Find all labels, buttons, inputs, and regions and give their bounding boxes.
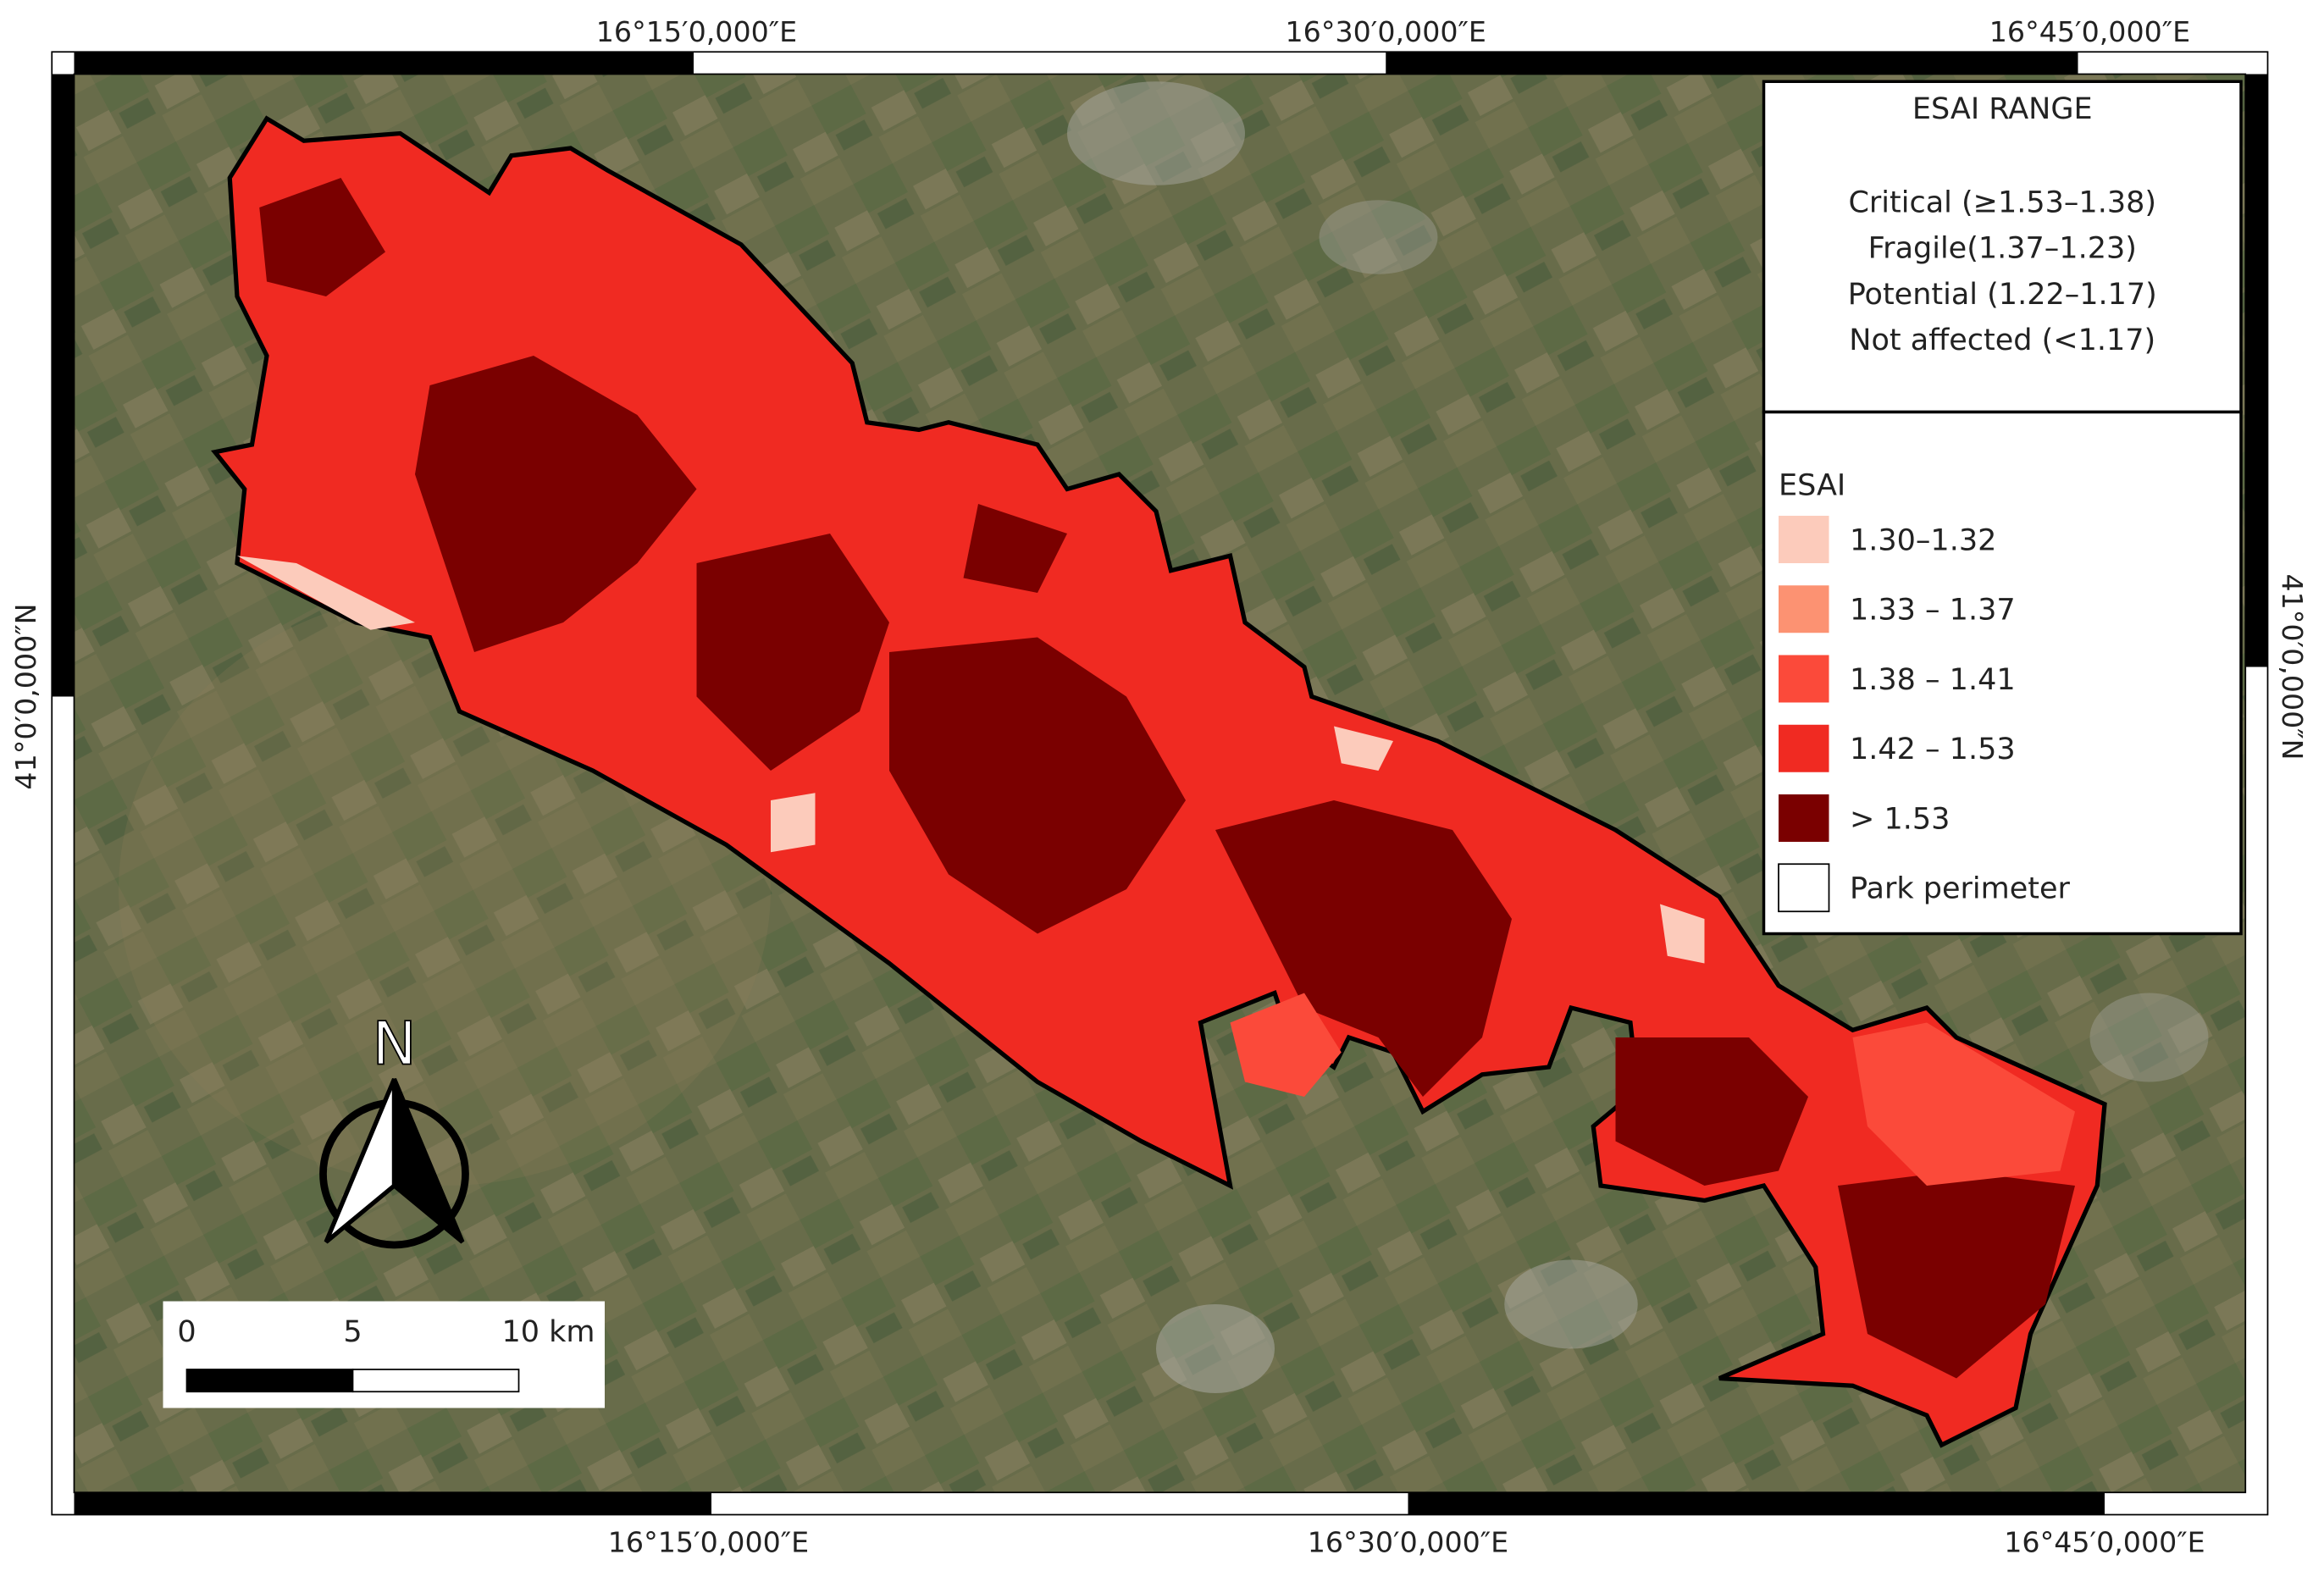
north-label: N	[372, 1010, 416, 1079]
legend-label: 1.42 – 1.53	[1850, 733, 2016, 766]
legend-swatch	[1779, 794, 1829, 842]
legend-swatch	[1779, 516, 1829, 563]
range-item: Fragile(1.37–1.23)	[1868, 232, 2137, 266]
scale-label: 10 km	[501, 1315, 595, 1349]
coord-label: 16°30′0,000″E	[1308, 1525, 1508, 1558]
scale-label: 0	[177, 1315, 196, 1349]
coord-label: 16°30′0,000″E	[1286, 15, 1486, 48]
north-arrow: N	[319, 1009, 469, 1249]
range-legend: ESAI RANGE Critical (≥1.53–1.38) Fragile…	[1762, 80, 2243, 414]
legend-label: 1.33 – 1.37	[1850, 594, 2016, 628]
scale-bar: 0 5 10 km	[163, 1301, 605, 1408]
range-item: Potential (1.22–1.17)	[1848, 278, 2157, 312]
legend-swatch	[1779, 585, 1829, 633]
frame	[51, 51, 2269, 1516]
coord-label: 16°45′0,000″E	[1989, 15, 2190, 48]
legend-label: 1.38 – 1.41	[1850, 663, 2016, 697]
legend-label: Park perimeter	[1850, 872, 2071, 906]
legend-label: 1.30–1.32	[1850, 523, 1996, 557]
esai-legend: ESAI 1.30–1.32 1.33 – 1.37 1.38 – 1.41 1.42…	[1762, 410, 2243, 936]
coord-label: 16°15′0,000″E	[596, 15, 797, 48]
range-item: Not affected (<1.17)	[1849, 324, 2155, 357]
legend-title: ESAI	[1779, 469, 1845, 503]
legend-label: > 1.53	[1850, 802, 1950, 836]
critical-zones	[259, 178, 2075, 1379]
legend-swatch	[1779, 724, 1829, 772]
legend-swatch	[1779, 655, 1829, 703]
moderate-zones	[1230, 993, 2075, 1186]
coord-label: 41°0′0,000″N	[2276, 573, 2309, 760]
coord-label: 41°0′0,000″N	[9, 603, 42, 789]
coord-label: 16°15′0,000″E	[608, 1525, 809, 1558]
park-area	[211, 115, 2107, 1448]
range-item: Critical (≥1.53–1.38)	[1848, 185, 2156, 219]
scale-label: 5	[343, 1315, 362, 1349]
legend-title: ESAI RANGE	[1912, 92, 2093, 126]
coord-label: 16°45′0,000″E	[2004, 1525, 2205, 1558]
legend-swatch	[1778, 863, 1830, 913]
low-zones	[237, 556, 1705, 964]
